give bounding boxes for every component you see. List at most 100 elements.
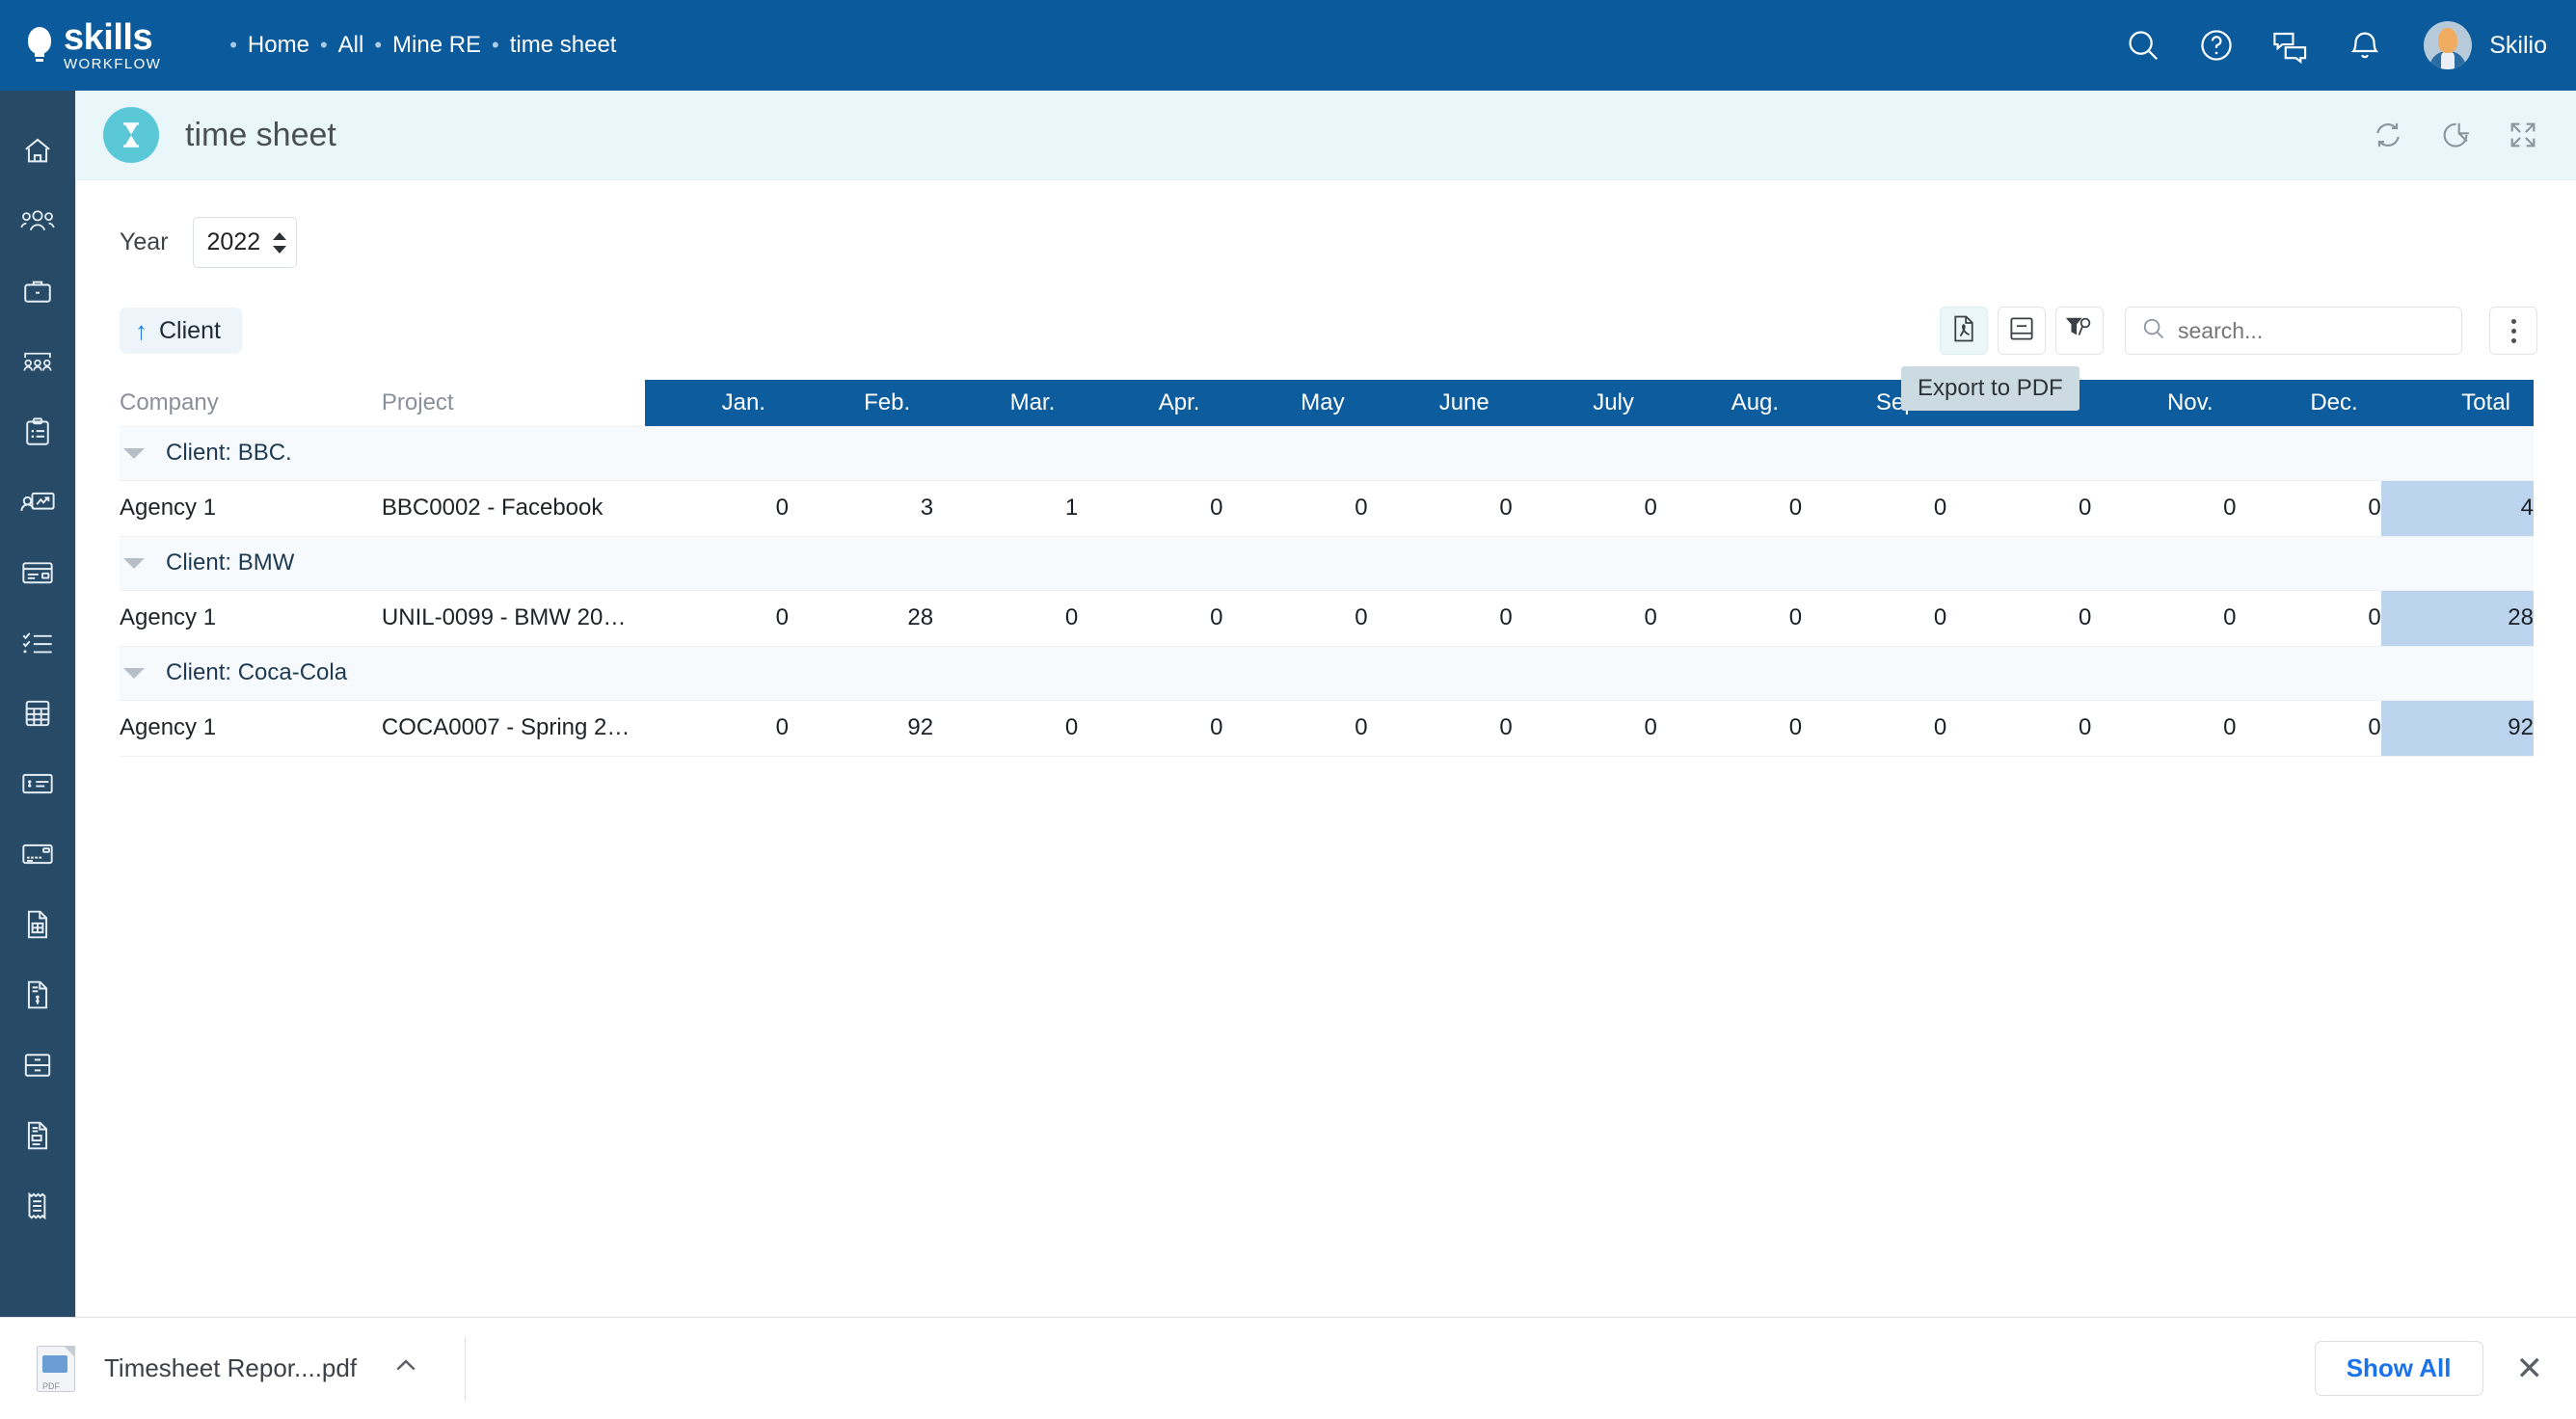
sidebar-item-id-card[interactable] (0, 540, 75, 610)
group-row[interactable]: Client: Coca-Cola (120, 645, 2534, 701)
cell-oct: 0 (1946, 590, 2092, 647)
cell-company: Agency 1 (120, 480, 382, 537)
breadcrumb: • Home • All • Mine RE • time sheet (219, 32, 616, 59)
group-row[interactable]: Client: BBC. (120, 425, 2534, 481)
notifications-icon[interactable] (2347, 27, 2383, 64)
table-toolbar: ↑ Client (76, 307, 2576, 411)
search-input[interactable] (2178, 317, 2448, 344)
people-icon (20, 204, 55, 242)
sort-ascending-icon[interactable]: ↑ (135, 316, 148, 345)
breadcrumb-label: Mine RE (392, 32, 482, 58)
download-file-name[interactable]: Timesheet Repor....pdf (104, 1353, 358, 1382)
sidebar-item-receipt[interactable] (0, 1173, 75, 1244)
cell-total: 92 (2380, 700, 2534, 757)
table-row[interactable]: Agency 1 COCA0007 - Spring 2… 0 92 0 0 0… (120, 700, 2534, 757)
search-box[interactable] (2125, 307, 2462, 355)
timesheet-table-wrapper: Company Project Jan. Feb. Mar. Apr. May … (120, 380, 2534, 757)
page-title: time sheet (185, 116, 336, 153)
sidebar-item-clipboard[interactable] (0, 399, 75, 469)
sidebar-item-credit-card[interactable] (0, 821, 75, 892)
download-bar-actions: Show All ✕ (2314, 1341, 2544, 1396)
export-pdf-button[interactable] (1940, 307, 1988, 355)
column-header-june[interactable]: June (1367, 380, 1513, 426)
breadcrumb-item-all[interactable]: • All (309, 32, 363, 59)
brand-name: skills (64, 17, 153, 58)
column-header-may[interactable]: May (1222, 380, 1368, 426)
filter-button[interactable] (2055, 307, 2104, 355)
overflow-menu-button[interactable] (2489, 307, 2537, 355)
cell-may: 0 (1222, 590, 1368, 647)
year-spinner[interactable] (272, 231, 286, 254)
cell-total: 28 (2380, 590, 2534, 647)
chevron-down-icon[interactable] (123, 667, 145, 679)
collapse-all-button[interactable] (1998, 307, 2046, 355)
search-icon[interactable] (2125, 27, 2161, 64)
expand-icon[interactable] (2507, 119, 2539, 151)
breadcrumb-item-home[interactable]: • Home (219, 32, 309, 59)
spinner-up-icon[interactable] (272, 231, 286, 240)
cell-sep: 0 (1802, 590, 1947, 647)
sidebar-item-drawer[interactable] (0, 1032, 75, 1103)
cell-dec: 0 (2236, 700, 2381, 757)
spreadsheet-icon (23, 908, 52, 946)
pie-chart-icon[interactable] (2439, 119, 2472, 151)
cell-feb: 92 (788, 700, 934, 757)
table-row[interactable]: Agency 1 UNIL-0099 - BMW 20… 0 28 0 0 0 … (120, 590, 2534, 647)
breadcrumb-item-mine-re[interactable]: • Mine RE (363, 32, 481, 59)
column-header-company[interactable]: Company (120, 380, 382, 426)
sidebar-item-invoice[interactable] (0, 962, 75, 1032)
sidebar-item-presentation-chart[interactable] (0, 469, 75, 540)
id-card-icon (20, 557, 55, 593)
show-all-button[interactable]: Show All (2314, 1341, 2483, 1396)
sidebar-item-calculator[interactable] (0, 681, 75, 751)
refresh-icon[interactable] (2372, 119, 2404, 151)
drawer-icon (21, 1050, 54, 1085)
page-header-actions (2372, 119, 2539, 151)
column-header-nov[interactable]: Nov. (2091, 380, 2237, 426)
column-header-july[interactable]: July (1512, 380, 1657, 426)
breadcrumb-label: Home (247, 32, 309, 58)
sidebar-item-briefcase[interactable] (0, 258, 75, 329)
cell-mar: 0 (933, 590, 1079, 647)
table-row[interactable]: Agency 1 BBC0002 - Facebook 0 3 1 0 0 0 … (120, 480, 2534, 537)
cell-aug: 0 (1656, 480, 1803, 537)
chevron-down-icon[interactable] (123, 557, 145, 569)
sidebar-item-people[interactable] (0, 188, 75, 258)
hourglass-icon (103, 107, 159, 163)
column-header-mar[interactable]: Mar. (933, 380, 1079, 426)
column-header-total[interactable]: Total (2380, 380, 2534, 426)
spinner-down-icon[interactable] (272, 245, 286, 254)
user-menu[interactable]: Skilio (2424, 21, 2547, 69)
breadcrumb-item-time-sheet[interactable]: • time sheet (481, 32, 616, 59)
chevron-up-icon[interactable] (391, 1352, 420, 1385)
group-row[interactable]: Client: BMW (120, 535, 2534, 591)
collapse-all-icon (2008, 315, 2035, 347)
cell-may: 0 (1222, 480, 1368, 537)
briefcase-icon (21, 275, 54, 312)
sidebar-item-checklist[interactable] (0, 610, 75, 681)
column-header-dec[interactable]: Dec. (2236, 380, 2381, 426)
document-icon (23, 1119, 52, 1157)
cell-oct: 0 (1946, 480, 2092, 537)
column-header-project[interactable]: Project (381, 380, 644, 426)
left-sidebar (0, 91, 75, 1317)
close-icon[interactable]: ✕ (2515, 1350, 2544, 1387)
page-header: time sheet (75, 91, 2576, 180)
chevron-down-icon[interactable] (123, 447, 145, 459)
column-header-aug[interactable]: Aug. (1656, 380, 1803, 426)
brand-logo[interactable]: skills WORKFLOW (25, 19, 161, 71)
help-icon[interactable] (2198, 27, 2235, 64)
group-by-chip-client[interactable]: ↑ Client (120, 308, 242, 354)
messages-icon[interactable] (2271, 26, 2310, 65)
sidebar-item-spreadsheet[interactable] (0, 892, 75, 962)
sidebar-item-document[interactable] (0, 1103, 75, 1173)
column-header-jan[interactable]: Jan. (642, 380, 789, 426)
sidebar-item-cheque[interactable] (0, 751, 75, 821)
sidebar-item-home[interactable] (0, 118, 75, 188)
year-stepper[interactable]: 2022 (192, 217, 297, 268)
column-header-apr[interactable]: Apr. (1078, 380, 1223, 426)
column-header-feb[interactable]: Feb. (788, 380, 934, 426)
bullet-icon: • (374, 33, 383, 57)
sidebar-item-team[interactable] (0, 329, 75, 399)
bullet-icon: • (229, 33, 237, 57)
